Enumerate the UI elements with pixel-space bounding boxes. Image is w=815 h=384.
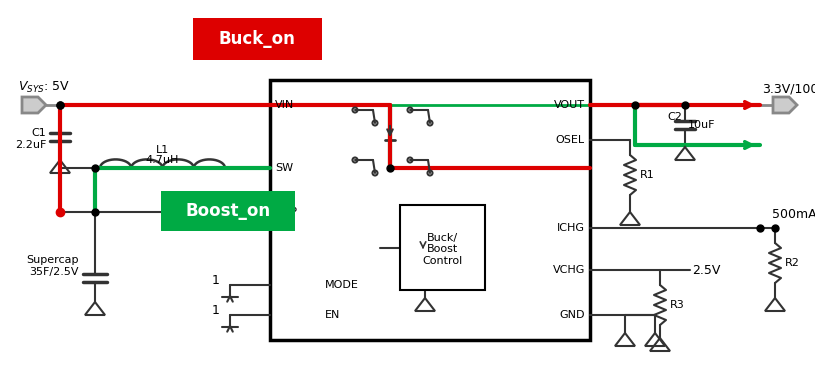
Text: R1: R1 xyxy=(640,170,654,180)
Text: Control: Control xyxy=(422,257,463,266)
Text: Buck/: Buck/ xyxy=(427,232,458,243)
FancyBboxPatch shape xyxy=(161,191,295,231)
Text: Buck_on: Buck_on xyxy=(218,30,296,48)
Text: 500mA: 500mA xyxy=(772,207,815,220)
Text: EN: EN xyxy=(325,310,341,320)
Text: 1: 1 xyxy=(212,275,220,288)
Text: SUP: SUP xyxy=(275,207,297,217)
Text: ICHG: ICHG xyxy=(557,223,585,233)
Text: 2.5V: 2.5V xyxy=(692,263,720,276)
Text: C2: C2 xyxy=(667,112,682,122)
FancyBboxPatch shape xyxy=(193,18,322,60)
Text: 3.3V/100mA: 3.3V/100mA xyxy=(762,83,815,96)
Text: VCHG: VCHG xyxy=(553,265,585,275)
Polygon shape xyxy=(773,97,797,113)
Text: R2: R2 xyxy=(785,258,800,268)
Text: SW: SW xyxy=(275,163,293,173)
Polygon shape xyxy=(22,97,46,113)
Text: 2.2uF: 2.2uF xyxy=(15,140,46,150)
Text: 1: 1 xyxy=(212,305,220,318)
Text: Supercap: Supercap xyxy=(27,255,79,265)
Text: $V_{SYS}$: 5V: $V_{SYS}$: 5V xyxy=(18,79,70,94)
Bar xyxy=(400,205,485,290)
Text: Boost: Boost xyxy=(427,245,458,255)
Text: OSEL: OSEL xyxy=(556,135,585,145)
Text: 10uF: 10uF xyxy=(688,120,716,130)
Text: Boost_on: Boost_on xyxy=(186,202,271,220)
Text: 4.7uH: 4.7uH xyxy=(146,155,179,165)
Text: VIN: VIN xyxy=(275,100,294,110)
Text: C1: C1 xyxy=(31,128,46,138)
Text: MODE: MODE xyxy=(325,280,359,290)
Bar xyxy=(270,80,590,340)
Text: 35F/2.5V: 35F/2.5V xyxy=(29,267,79,277)
Text: VOUT: VOUT xyxy=(554,100,585,110)
Text: GND: GND xyxy=(560,310,585,320)
Text: R3: R3 xyxy=(670,300,685,310)
Text: L1: L1 xyxy=(156,145,170,155)
